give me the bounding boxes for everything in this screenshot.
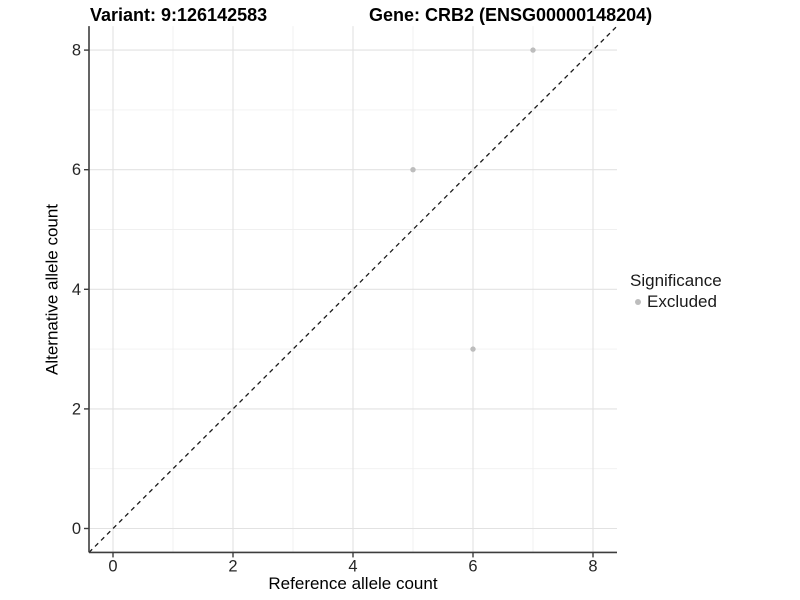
legend-item: Excluded	[630, 293, 722, 311]
legend-title: Significance	[630, 271, 722, 290]
x-tick-label: 0	[108, 557, 117, 575]
y-tick-label: 0	[72, 520, 81, 538]
data-point	[530, 47, 536, 53]
chart-layer: 0 2 4 6 8 0 2 4 6 8	[72, 25, 618, 575]
y-tick-label: 6	[72, 161, 81, 179]
identity-line	[88, 25, 618, 553]
plot-title-variant: Variant: 9:126142583	[90, 5, 267, 25]
x-axis-title: Reference allele count	[268, 574, 437, 593]
plot-title-gene: Gene: CRB2 (ENSG00000148204)	[369, 5, 652, 25]
legend: Significance Excluded	[630, 271, 722, 311]
y-tick-label: 2	[72, 400, 81, 418]
legend-point-icon	[635, 299, 641, 305]
y-tick-label: 8	[72, 42, 81, 60]
y-axis-title: Alternative allele count	[43, 204, 62, 375]
data-point	[470, 346, 476, 352]
data-point	[410, 167, 416, 173]
x-tick-label: 2	[228, 557, 237, 575]
x-tick-label: 6	[468, 557, 477, 575]
legend-item-label: Excluded	[647, 292, 717, 311]
x-tick-label: 8	[588, 557, 597, 575]
x-tick-label: 4	[348, 557, 357, 575]
y-tick-label: 4	[72, 281, 81, 299]
